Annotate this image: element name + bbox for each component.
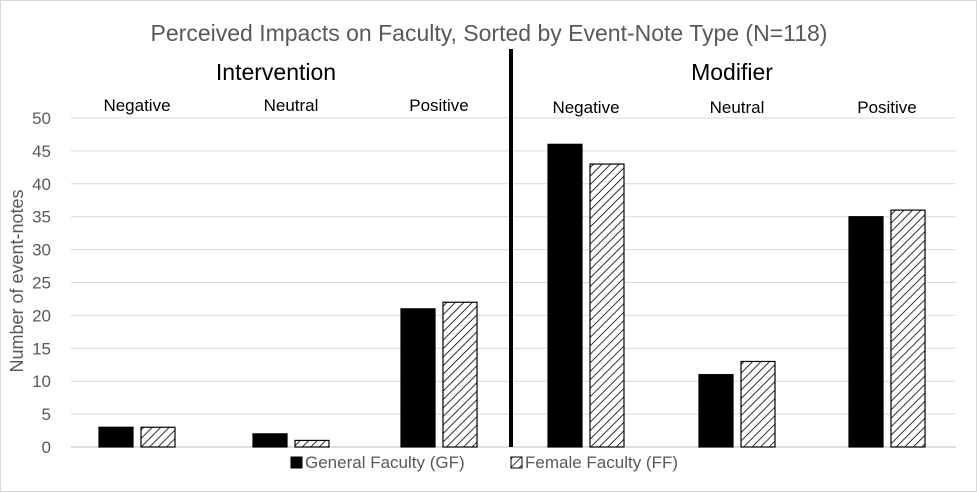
y-tick-label: 5 <box>42 405 51 424</box>
y-tick-label: 0 <box>42 438 51 457</box>
y-tick-label: 10 <box>32 372 51 391</box>
bar-ff-1 <box>294 439 330 448</box>
y-tick-label: 30 <box>32 241 51 260</box>
y-tick-label: 20 <box>32 306 51 325</box>
bar-gf-3 <box>547 143 583 448</box>
bar-ff-2 <box>442 301 478 448</box>
y-tick-label: 45 <box>32 142 51 161</box>
group-label: Intervention <box>216 59 336 85</box>
y-tick-label: 35 <box>32 208 51 227</box>
bar-ff-5 <box>890 209 926 448</box>
category-label: Neutral <box>264 96 319 115</box>
bar-ff-4 <box>740 360 776 448</box>
group-labels: Intervention Modifier <box>216 59 773 85</box>
bar-ff-0 <box>140 426 176 448</box>
chart-title: Perceived Impacts on Faculty, Sorted by … <box>151 20 828 46</box>
y-tick-label: 40 <box>32 175 51 194</box>
bar-gf-2 <box>400 308 436 448</box>
category-label: Positive <box>409 96 469 115</box>
legend-swatch <box>510 456 523 469</box>
category-labels: Negative Neutral Positive Negative Neutral Po… <box>103 96 916 117</box>
bar-gf-5 <box>848 216 884 448</box>
bar-gf-0 <box>98 426 134 448</box>
bar-gf-4 <box>698 374 734 448</box>
gridlines <box>71 117 956 448</box>
category-label: Negative <box>103 96 170 115</box>
legend-label: General Faculty (GF) <box>305 453 465 472</box>
bar-ff-3 <box>589 163 625 448</box>
y-tick-label: 15 <box>32 339 51 358</box>
bar-gf-1 <box>252 433 288 448</box>
y-axis-ticks: 0 5 10 15 20 25 30 35 40 45 50 <box>32 109 51 457</box>
group-label: Modifier <box>691 59 773 85</box>
y-tick-label: 25 <box>32 274 51 293</box>
legend-swatch <box>290 456 303 469</box>
legend-label: Female Faculty (FF) <box>525 453 678 472</box>
y-axis-label: Number of event-notes <box>7 189 27 372</box>
bars <box>98 143 926 448</box>
legend: General Faculty (GF) Female Faculty (FF) <box>290 453 678 472</box>
y-tick-label: 50 <box>32 109 51 128</box>
category-label: Neutral <box>710 98 765 117</box>
category-label: Positive <box>857 98 917 117</box>
category-label: Negative <box>552 98 619 117</box>
